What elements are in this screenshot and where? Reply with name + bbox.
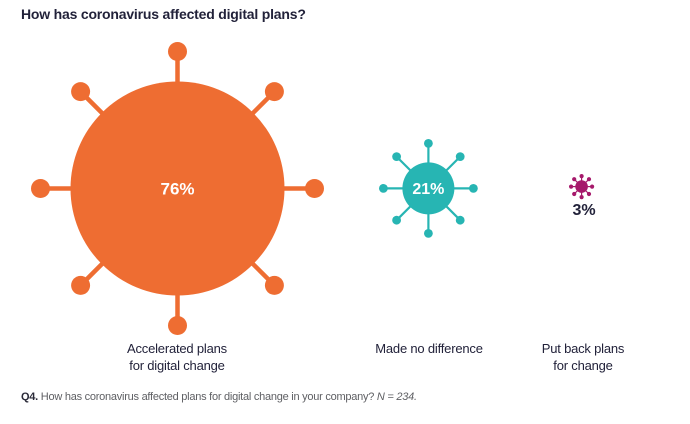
- value-label-put-back: 3%: [572, 202, 596, 219]
- category-label-accelerated-plans: Accelerated plans for digital change: [127, 341, 227, 373]
- chart-title: How has coronavirus affected digital pla…: [21, 6, 306, 22]
- virus-icon: 21%: [378, 138, 478, 238]
- value-label: 21%: [412, 181, 444, 198]
- footnote-question-number: Q4.: [21, 391, 38, 403]
- value-label: 76%: [160, 179, 194, 198]
- virus-bubble-3: [568, 173, 595, 205]
- virus-bubble-1: 76%: [30, 41, 325, 341]
- category-label-put-back-plans: Put back plans for change: [541, 341, 625, 373]
- footnote-sample-size: N = 234.: [376, 391, 417, 403]
- category-label-made-no-difference: Made no difference: [375, 341, 483, 356]
- virus-icon: [569, 174, 595, 200]
- footnote: Q4. How has coronavirus affected plans f…: [21, 391, 417, 403]
- virus-bubble-2: 21%: [378, 138, 479, 244]
- footnote-text: How has coronavirus affected plans for d…: [40, 391, 375, 403]
- virus-icon: 76%: [30, 41, 324, 335]
